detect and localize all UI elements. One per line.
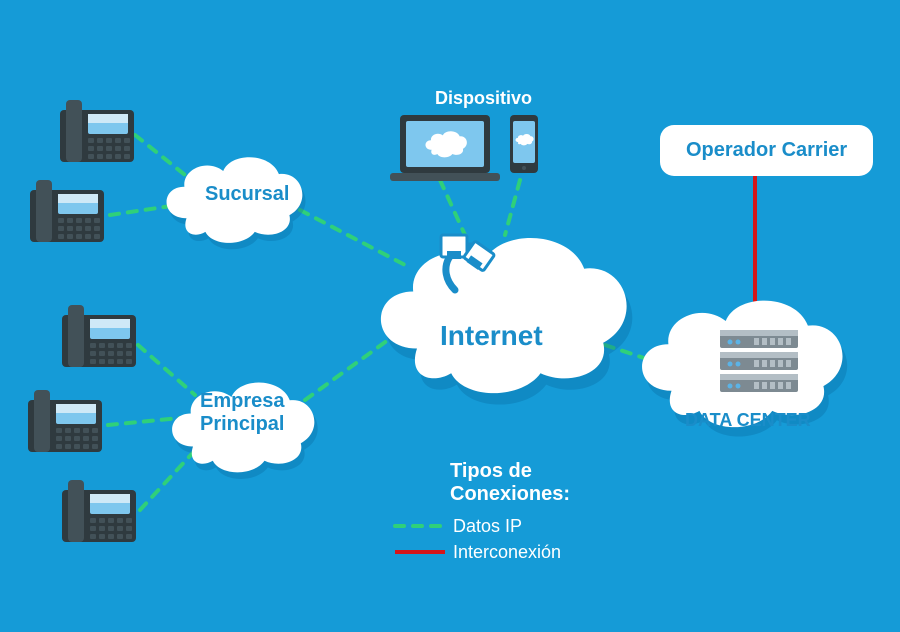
edge-empresa-internet [305,335,395,400]
edge-phone3-empresa [108,418,180,425]
edge-laptop-internet [440,180,465,235]
cloud-label-internet: Internet [440,320,543,352]
server-rack-icon [720,330,798,392]
legend-title: Tipos de Conexiones: [450,460,570,506]
edge-sucursal-internet [300,210,405,265]
cloud-label-empresa: Empresa Principal [200,390,285,436]
diagram-stage: Sucursal Empresa Principal Internet DATA CE… [0,0,900,632]
desk-phone-icon [28,390,102,452]
desk-phone-icon [62,480,136,542]
desk-phone-icon [30,180,104,242]
edge-phone0-sucursal [135,135,185,175]
smartphone-icon [510,115,538,173]
cloud-label-datacenter: DATA CENTER [685,410,811,431]
edge-smartphone-internet [505,180,520,235]
edge-phone4-empresa [140,445,200,510]
box-carrier: Operador Carrier [660,125,873,176]
legend-label-dash: Datos IP [453,516,522,537]
edge-phone2-empresa [138,345,195,395]
label-dispositivo: Dispositivo [435,88,532,109]
legend-label-solid: Interconexión [453,542,561,563]
laptop-icon [390,115,500,181]
desk-phone-icon [60,100,134,162]
cloud-label-sucursal: Sucursal [205,183,289,206]
desk-phone-icon [62,305,136,367]
